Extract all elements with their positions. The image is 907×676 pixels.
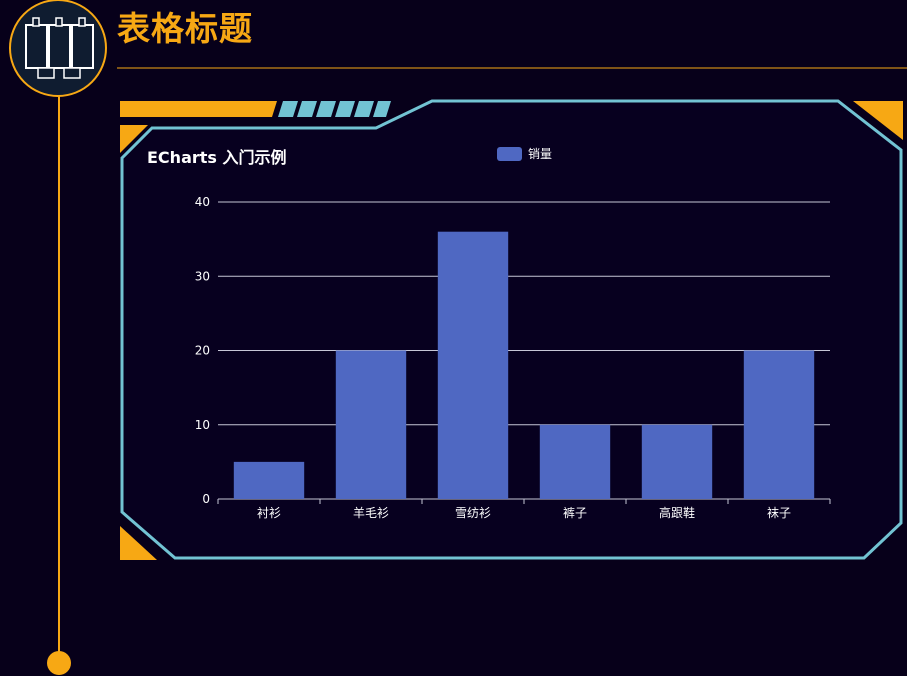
- y-tick-label: 20: [195, 344, 210, 358]
- timeline-end-dot: [47, 651, 71, 675]
- frame-corner-top-right: [853, 101, 903, 140]
- x-tick-label: 衬衫: [257, 506, 281, 520]
- x-tick-label: 袜子: [767, 506, 791, 520]
- page-title: 表格标题: [117, 9, 253, 48]
- bar[interactable]: [335, 350, 407, 500]
- frame-corner-top-left: [120, 125, 148, 153]
- frame-corner-bottom-left: [120, 526, 157, 560]
- y-tick-label: 10: [195, 418, 210, 432]
- bar[interactable]: [743, 350, 815, 500]
- bar[interactable]: [539, 424, 611, 499]
- table-columns-icon: [9, 0, 107, 97]
- frame-accent-bar: [120, 101, 277, 117]
- chart-legend[interactable]: 销量: [497, 145, 552, 162]
- bar[interactable]: [437, 231, 509, 499]
- x-tick-label: 雪纺衫: [455, 506, 491, 520]
- y-tick-label: 30: [195, 269, 210, 283]
- y-tick-label: 0: [202, 492, 210, 506]
- frame-stripes: [278, 101, 391, 117]
- x-tick-label: 高跟鞋: [659, 505, 695, 520]
- y-tick-label: 40: [195, 195, 210, 209]
- legend-label[interactable]: 销量: [528, 147, 553, 161]
- bar[interactable]: [641, 424, 713, 499]
- x-tick-label: 羊毛衫: [353, 505, 389, 520]
- bar[interactable]: [233, 461, 305, 499]
- x-tick-label: 裤子: [563, 506, 587, 520]
- chart-title: ECharts 入门示例: [147, 148, 287, 167]
- legend-swatch[interactable]: [497, 146, 522, 161]
